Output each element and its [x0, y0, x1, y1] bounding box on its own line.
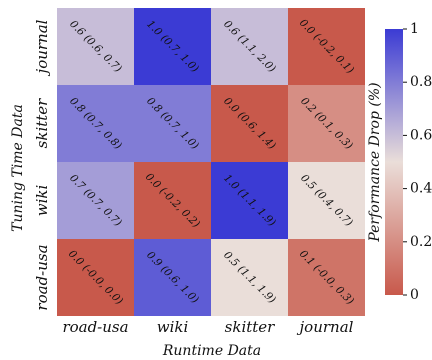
- heatmap-cell: [211, 8, 288, 85]
- y-tick-label: skitter: [33, 98, 51, 149]
- heatmap-cell: [288, 85, 365, 162]
- x-axis-title: Runtime Data: [162, 343, 261, 359]
- x-tick-label: road-usa: [62, 318, 128, 336]
- heatmap-cell: [211, 85, 288, 162]
- heatmap-cell: [211, 162, 288, 239]
- y-tick-label: journal: [33, 19, 51, 76]
- x-tick-label: skitter: [225, 318, 276, 336]
- heatmap-cell: [134, 162, 211, 239]
- heatmap-cell: [57, 162, 134, 239]
- y-tick-label: wiki: [33, 185, 51, 217]
- colorbar-tick-label: 0.4: [410, 181, 432, 197]
- x-tick-label: wiki: [157, 318, 189, 336]
- colorbar-tick-label: 0.6: [410, 127, 432, 143]
- heatmap-cell: [57, 85, 134, 162]
- x-tick-label: journal: [297, 318, 354, 336]
- heatmap-cell: [288, 162, 365, 239]
- y-tick-label: road-usa: [33, 244, 51, 310]
- x-tick-labels: road-usa wiki skitter journal: [62, 318, 353, 336]
- colorbar: [385, 29, 403, 295]
- colorbar-ticks: 0 0.2 0.4 0.6 0.8 1: [403, 21, 432, 303]
- y-axis-title: Tuning Time Data: [10, 104, 26, 232]
- heatmap-cells: [57, 8, 365, 316]
- colorbar-tick-label: 0: [410, 287, 419, 303]
- heatmap-cell: [134, 85, 211, 162]
- heatmap-cell: [134, 239, 211, 316]
- colorbar-tick-label: 1: [410, 21, 419, 37]
- y-tick-labels: journal skitter wiki road-usa: [33, 19, 51, 310]
- heatmap-cell: [211, 239, 288, 316]
- colorbar-tick-label: 0.2: [410, 234, 432, 250]
- colorbar-title: Performance Drop (%): [367, 82, 383, 242]
- heatmap-cell: [288, 8, 365, 85]
- heatmap-cell: [57, 239, 134, 316]
- heatmap-cell: [134, 8, 211, 85]
- heatmap-cell: [57, 8, 134, 85]
- colorbar-tick-label: 0.8: [410, 74, 432, 90]
- heatmap-cell: [288, 239, 365, 316]
